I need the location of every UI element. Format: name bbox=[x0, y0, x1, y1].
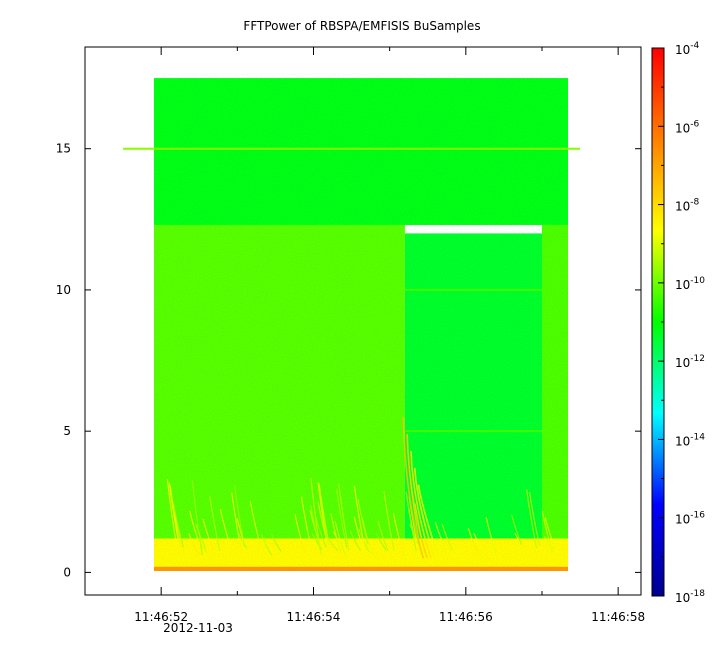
colorbar-tick-label: 10-8 bbox=[675, 198, 700, 214]
colorbar-tick-label: 10-16 bbox=[675, 511, 705, 527]
x-tick-label: 11:46:58 bbox=[591, 610, 645, 624]
y-tick-label: 5 bbox=[63, 424, 71, 438]
y-tick-label: 15 bbox=[56, 142, 71, 156]
colorbar-axis: 10-4 10-6 10-8 10-10 10-12 10-14 10-16 10-18 bbox=[658, 41, 705, 605]
x-tick-label: 11:46:54 bbox=[287, 610, 341, 624]
colorbar-tick-label: 10-12 bbox=[675, 354, 705, 370]
y-tick-label: 0 bbox=[63, 565, 71, 579]
x-tick-label: 11:46:52 bbox=[134, 610, 188, 624]
y-axis: 0 5 10 15 bbox=[56, 142, 641, 579]
y-tick-label: 10 bbox=[56, 283, 71, 297]
colorbar-tick-label: 10-6 bbox=[675, 119, 700, 135]
x-tick-label: 11:46:56 bbox=[439, 610, 493, 624]
colorbar-tick-label: 10-4 bbox=[675, 41, 700, 57]
colorbar-tick-label: 10-18 bbox=[675, 589, 705, 605]
spectrogram-noise-texture bbox=[154, 73, 568, 571]
chart-title: FFTPower of RBSPA/EMFISIS BuSamples bbox=[243, 19, 480, 33]
colorbar-tick-label: 10-14 bbox=[675, 432, 705, 448]
colorbar-tick-label: 10-10 bbox=[675, 276, 705, 292]
x-axis: 11:46:52 11:46:54 11:46:56 11:46:58 bbox=[84, 47, 645, 624]
x-axis-date-label: 2012-11-03 bbox=[163, 621, 233, 635]
